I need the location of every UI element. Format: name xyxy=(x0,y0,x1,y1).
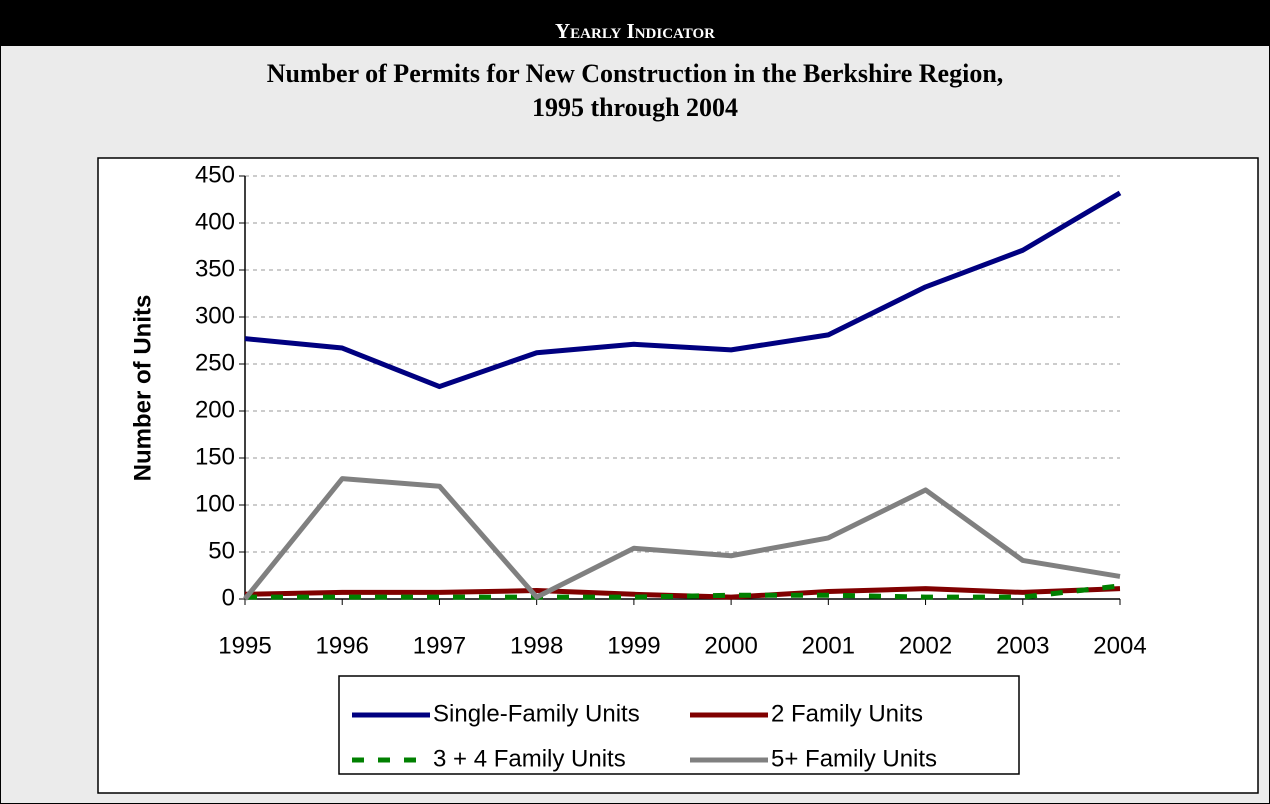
y-tick-label: 100 xyxy=(195,490,235,517)
x-tick-label: 2001 xyxy=(802,632,855,659)
x-tick-label: 2004 xyxy=(1093,632,1146,659)
x-tick-label: 1998 xyxy=(510,632,563,659)
y-tick-label: 450 xyxy=(195,161,235,188)
chart-title: 1995 through 2004 xyxy=(532,93,738,122)
y-tick-label: 0 xyxy=(222,584,235,611)
x-tick-label: 1997 xyxy=(413,632,466,659)
y-tick-label: 200 xyxy=(195,396,235,423)
series-line xyxy=(244,586,1121,600)
header-bar xyxy=(0,0,1270,46)
y-axis-label: Number of Units xyxy=(129,295,156,482)
legend-label: Single-Family Units xyxy=(433,700,640,727)
chart-title: Number of Permits for New Construction i… xyxy=(267,59,1004,88)
x-tick-label: 1995 xyxy=(218,632,271,659)
y-tick-label: 350 xyxy=(195,255,235,282)
x-tick-label: 1996 xyxy=(316,632,369,659)
y-tick-label: 50 xyxy=(208,537,235,564)
x-tick-label: 2000 xyxy=(704,632,757,659)
x-tick-label: 2003 xyxy=(996,632,1049,659)
legend-label: 5+ Family Units xyxy=(771,745,937,772)
header: Yearly Indicator xyxy=(555,19,715,43)
y-tick-label: 250 xyxy=(195,349,235,376)
x-tick-label: 1999 xyxy=(607,632,660,659)
y-tick-label: 150 xyxy=(195,443,235,470)
y-tick-label: 400 xyxy=(195,208,235,235)
legend-label: 3 + 4 Family Units xyxy=(433,745,626,772)
series-line xyxy=(243,476,1121,601)
series-line xyxy=(245,583,1121,600)
series-line xyxy=(244,190,1122,390)
legend xyxy=(338,675,1020,775)
y-tick-label: 300 xyxy=(195,302,235,329)
x-tick-label: 2002 xyxy=(899,632,952,659)
legend-label: 2 Family Units xyxy=(771,700,923,727)
